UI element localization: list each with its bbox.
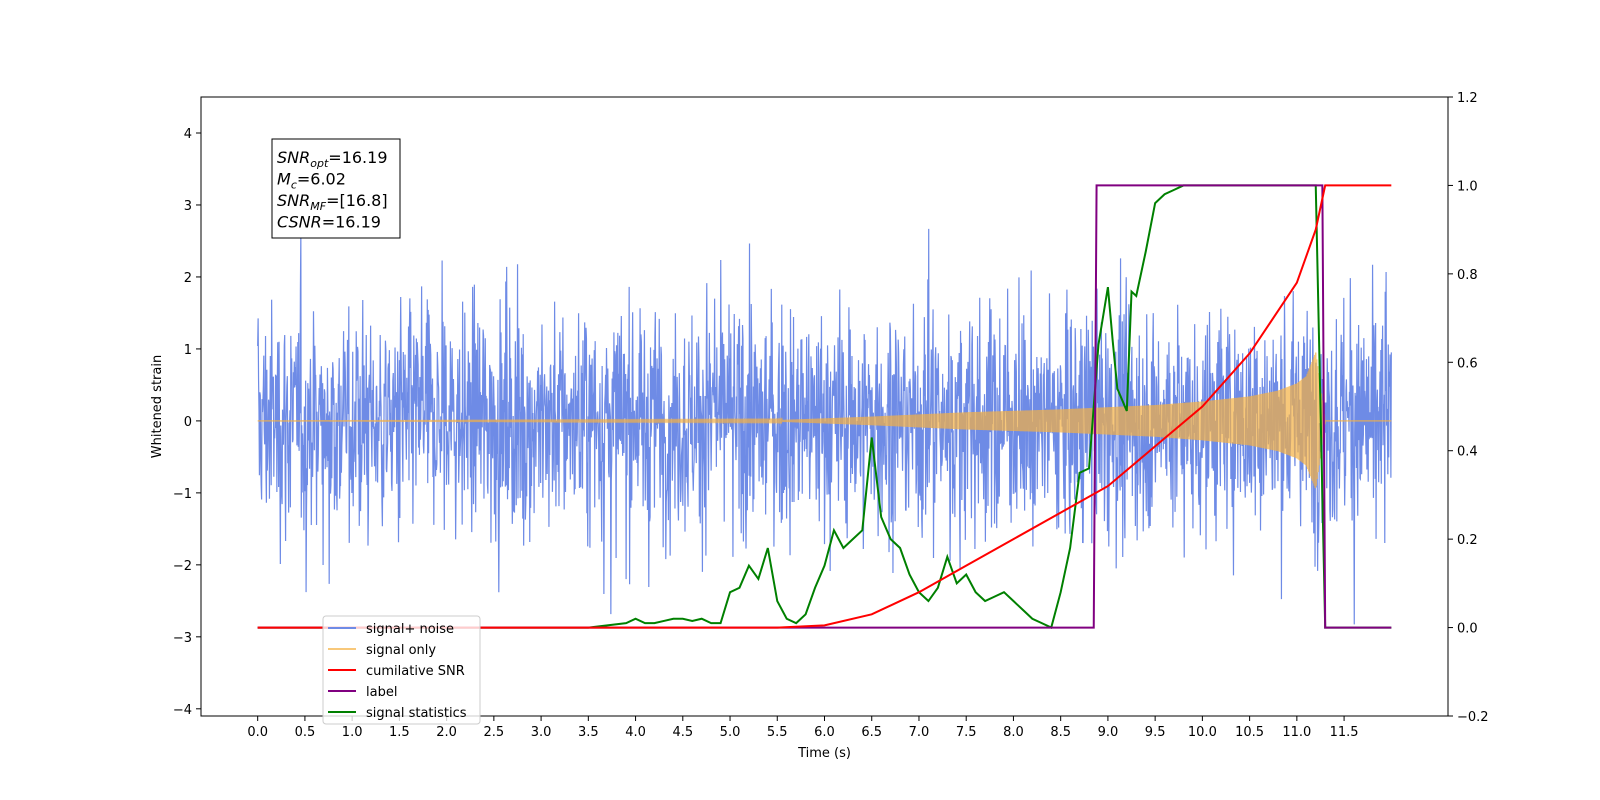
annotation-line: SNRopt=16.19 — [277, 148, 388, 170]
x-tick-label: 2.5 — [484, 725, 505, 740]
x-tick-label: 0.5 — [295, 725, 316, 740]
x-tick-label: 3.5 — [578, 725, 599, 740]
x-tick-label: 4.0 — [625, 725, 646, 740]
y-axis-label: Whitened strain — [150, 355, 165, 458]
legend-frame — [322, 615, 481, 725]
plot-area — [257, 184, 1392, 629]
legend-entry: signal statistics — [366, 706, 467, 721]
annotation-line: SNRMF=[16.8] — [277, 191, 388, 213]
annotation-var: SNR — [277, 148, 310, 167]
annotation-value: =16.19 — [328, 148, 387, 167]
series-label — [257, 184, 1392, 629]
x-tick-label: 3.0 — [531, 725, 552, 740]
annotation-var: SNR — [277, 191, 310, 210]
y-tick-label: −1 — [173, 487, 192, 502]
x-tick-label: 5.5 — [767, 725, 788, 740]
annotation-value: =16.19 — [322, 213, 381, 232]
x-tick-label: 10.0 — [1188, 725, 1217, 740]
annotation-subscript: MF — [310, 200, 326, 213]
series-signal-only — [257, 352, 1392, 489]
x-tick-label: 5.0 — [720, 725, 741, 740]
x-tick-label: 7.0 — [909, 725, 930, 740]
y-tick-label: 2 — [184, 271, 192, 286]
x-tick-label: 7.5 — [956, 725, 977, 740]
y-tick-label: 3 — [184, 199, 192, 214]
x-axis-label: Time (s) — [797, 746, 851, 761]
series-signal-statistics — [257, 184, 1392, 629]
y-tick-label: −4 — [173, 703, 192, 718]
legend-entry: signal only — [366, 643, 436, 658]
y2-tick-label: 1.0 — [1457, 179, 1478, 194]
x-tick-label: 10.5 — [1235, 725, 1264, 740]
y2-tick-label: 0.8 — [1457, 268, 1478, 283]
annotation-var: CSNR — [277, 213, 322, 232]
y-tick-label: 4 — [184, 127, 192, 142]
x-tick-label: 0.0 — [247, 725, 268, 740]
y-tick-label: −3 — [173, 631, 192, 646]
x-tick-label: 8.0 — [1003, 725, 1024, 740]
legend-entry: cumilative SNR — [366, 664, 465, 679]
y2-tick-label: 0.2 — [1457, 533, 1478, 548]
y-tick-label: −2 — [173, 559, 192, 574]
x-tick-label: 11.0 — [1282, 725, 1311, 740]
annotation-frame — [271, 138, 401, 239]
legend-entry: signal+ noise — [366, 622, 454, 637]
x-tick-label: 2.0 — [436, 725, 457, 740]
series-cumulative-snr — [257, 184, 1392, 629]
y2-tick-label: 0.6 — [1457, 356, 1478, 371]
y-tick-label: 1 — [184, 343, 192, 358]
legend: signal+ noise signal only cumilative SNR la… — [322, 615, 481, 725]
y2-tick-label: 0.0 — [1457, 622, 1478, 637]
x-tick-label: 11.5 — [1330, 725, 1359, 740]
x-tick-label: 1.5 — [389, 725, 410, 740]
x-tick-label: 1.0 — [342, 725, 363, 740]
y-tick-label: 0 — [184, 415, 192, 430]
y2-tick-label: 0.4 — [1457, 445, 1478, 460]
y2-tick-label: −0.2 — [1457, 710, 1489, 725]
x-tick-label: 8.5 — [1050, 725, 1071, 740]
annotation-var: M — [277, 170, 291, 189]
x-tick-label: 9.5 — [1145, 725, 1166, 740]
annotation-line: CSNR=16.19 — [277, 213, 381, 232]
axes: 0.0 0.5 1.0 1.5 2.0 2.5 3.0 3.5 4.0 4.5 5.0 5.5 6.0 6… — [173, 91, 1489, 740]
stats-annotation-box: SNRopt=16.19Mc=6.02SNRMF=[16.8]CSNR=16.1… — [271, 138, 401, 239]
annotation-value: =6.02 — [297, 170, 346, 189]
annotation-subscript: opt — [310, 157, 329, 170]
y2-tick-label: 1.2 — [1457, 91, 1478, 106]
annotation-line: Mc=6.02 — [277, 170, 346, 192]
annotation-value: =[16.8] — [326, 191, 388, 210]
x-tick-label: 6.5 — [861, 725, 882, 740]
annotation-subscript: c — [291, 179, 297, 192]
x-tick-label: 4.5 — [672, 725, 693, 740]
x-tick-label: 6.0 — [814, 725, 835, 740]
legend-entry: label — [366, 685, 397, 700]
x-tick-label: 9.0 — [1098, 725, 1119, 740]
